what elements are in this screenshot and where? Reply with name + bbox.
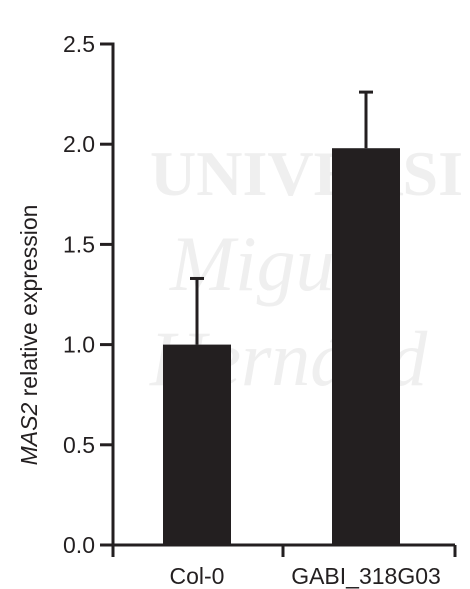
y-tick-label: 2.0 [63,131,95,157]
x-tick-label: GABI_318G03 [291,563,441,589]
y-tick-label: 0.0 [63,532,95,558]
y-tick-label: 1.0 [63,332,95,358]
y-tick-label: 0.5 [63,432,95,458]
watermark-line1: UNIVERSI [150,138,463,209]
y-axis-title: MAS2 relative expression [16,205,42,466]
bar-gabi-318g03 [332,148,400,545]
bar-col-0 [163,344,231,545]
x-tick-label: Col-0 [170,563,225,589]
y-tick-label: 2.5 [63,31,95,57]
plot-area: 0.0 0.5 1.0 1.5 2.0 2.5 Col-0 GABI_318G03 [63,31,457,589]
y-axis-title-rest: relative expression [16,205,42,403]
y-tick-label: 1.5 [63,231,95,257]
y-axis-title-gene: MAS2 [16,403,42,466]
